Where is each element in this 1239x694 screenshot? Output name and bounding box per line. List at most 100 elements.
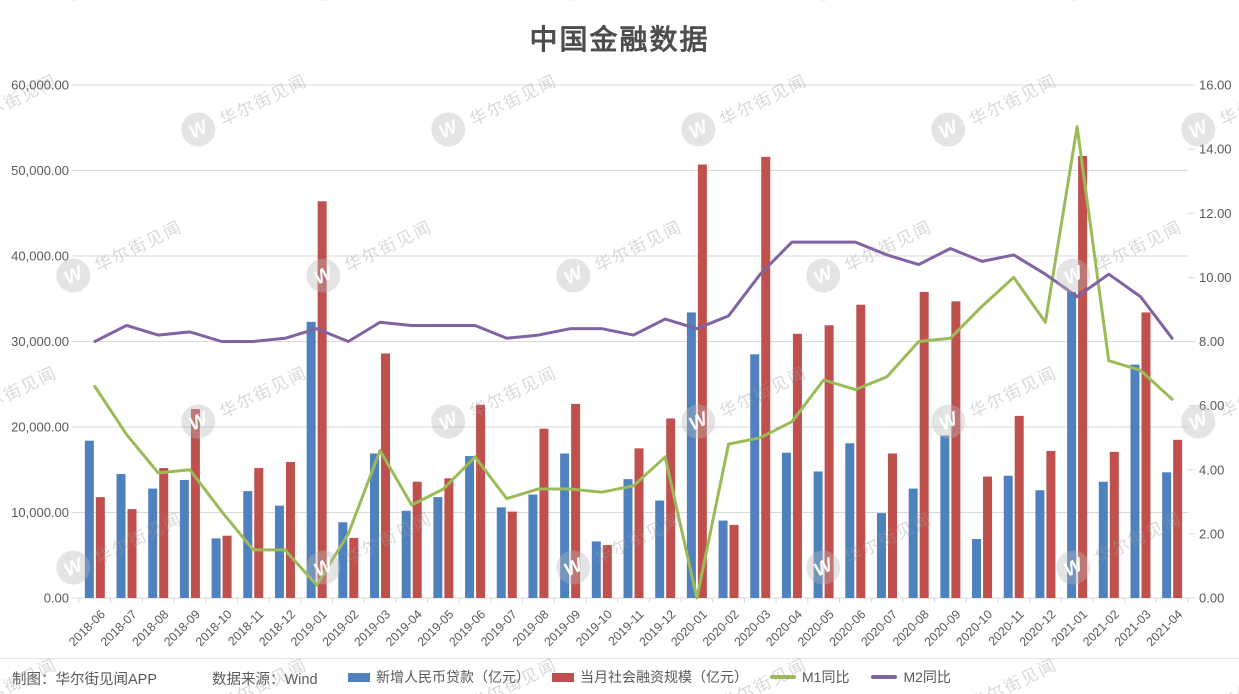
legend-item: M1同比	[770, 667, 849, 687]
bar	[1173, 439, 1183, 598]
bar	[750, 354, 760, 598]
bar-series	[95, 155, 1183, 598]
legend-label: 当月社会融资规模（亿元）	[580, 669, 748, 685]
bar	[602, 545, 612, 598]
bar	[686, 312, 696, 598]
bar	[856, 304, 866, 598]
bar	[274, 505, 284, 598]
bar	[761, 156, 771, 598]
bar	[370, 453, 380, 598]
bar	[528, 494, 538, 598]
bar	[444, 478, 454, 598]
left-axis-tick-label: 20,000.00	[11, 420, 69, 435]
legend-swatch-icon	[552, 672, 574, 682]
line-series	[93, 125, 1174, 600]
bar	[317, 201, 327, 598]
bar	[496, 507, 506, 598]
right-axis-tick-label: 8.00	[1199, 334, 1224, 349]
left-axis-tick-label: 0.00	[44, 591, 69, 606]
bar	[781, 452, 791, 598]
bar	[412, 481, 422, 598]
right-axis-tick-label: 4.00	[1199, 462, 1224, 477]
chart-title: 中国金融数据	[529, 24, 710, 55]
bar	[1035, 490, 1045, 598]
bar	[634, 448, 644, 598]
bar	[983, 476, 993, 598]
legend-swatch-icon	[871, 675, 898, 679]
bar	[433, 497, 443, 598]
bar	[1141, 312, 1151, 598]
bar	[465, 456, 475, 598]
bar	[116, 474, 126, 598]
right-axis-tick-label: 16.00	[1199, 78, 1232, 93]
bar	[1109, 451, 1119, 598]
bar	[148, 488, 158, 598]
bar	[190, 409, 200, 598]
legend-item: 当月社会融资规模（亿元）	[552, 667, 748, 687]
bar	[908, 488, 918, 598]
legend-swatch-icon	[348, 672, 370, 682]
left-axis-tick-label: 50,000.00	[11, 163, 69, 178]
bar	[845, 443, 855, 598]
legend-swatch-icon	[770, 675, 796, 679]
right-axis-tick-label: 6.00	[1199, 398, 1224, 413]
legend-label: M2同比	[903, 669, 951, 685]
bar	[159, 468, 169, 598]
bar	[127, 509, 137, 598]
left-axis-tick-label: 10,000.00	[11, 505, 69, 520]
bar	[254, 468, 264, 598]
bar	[718, 520, 728, 598]
bar	[560, 453, 570, 598]
line-series	[93, 240, 1174, 343]
bar	[95, 497, 105, 598]
bar	[179, 480, 189, 598]
bar	[1014, 415, 1024, 598]
bar	[940, 435, 950, 598]
bar	[306, 321, 316, 598]
bar	[1130, 364, 1140, 598]
bar	[84, 440, 94, 598]
bar	[338, 522, 348, 598]
right-axis-tick-label: 12.00	[1199, 206, 1232, 221]
bar	[285, 462, 295, 598]
right-axis: 0.00 2.00 4.00 6.00 8.00 10.00 12.00 14.00 16.00	[1188, 78, 1232, 606]
bar	[951, 301, 961, 598]
right-axis-tick-label: 14.00	[1199, 142, 1232, 157]
bar	[876, 513, 886, 598]
bar	[655, 500, 665, 598]
bar	[623, 479, 633, 598]
bar	[697, 164, 707, 598]
bar-series	[84, 291, 1172, 598]
left-axis-tick-label: 60,000.00	[11, 78, 69, 93]
bar	[381, 353, 391, 598]
left-axis-tick-label: 40,000.00	[11, 249, 69, 264]
bar	[507, 511, 517, 598]
bar	[972, 539, 982, 598]
bar	[1003, 475, 1013, 598]
bar	[666, 418, 676, 598]
left-axis-tick-label: 30,000.00	[11, 334, 69, 349]
legend-item: M2同比	[871, 667, 951, 687]
bar	[222, 535, 232, 598]
bar	[1162, 472, 1172, 598]
legend-item: 新增人民币贷款（亿元）	[348, 667, 530, 687]
bar	[824, 325, 834, 598]
bar	[729, 524, 739, 598]
bar	[813, 471, 823, 598]
legend-label: M1同比	[802, 669, 850, 685]
data-source-label: 数据来源：Wind	[212, 672, 318, 688]
bar	[1098, 481, 1108, 598]
bar	[919, 291, 929, 598]
bar	[887, 453, 897, 598]
bar	[211, 538, 221, 598]
bar	[591, 541, 601, 598]
right-axis-tick-label: 0.00	[1199, 591, 1224, 606]
right-axis-tick-label: 2.00	[1199, 526, 1224, 541]
bar	[476, 404, 486, 598]
bar	[539, 428, 549, 598]
bar	[401, 510, 411, 598]
right-axis-tick-label: 10.00	[1199, 270, 1232, 285]
bar	[792, 333, 802, 598]
